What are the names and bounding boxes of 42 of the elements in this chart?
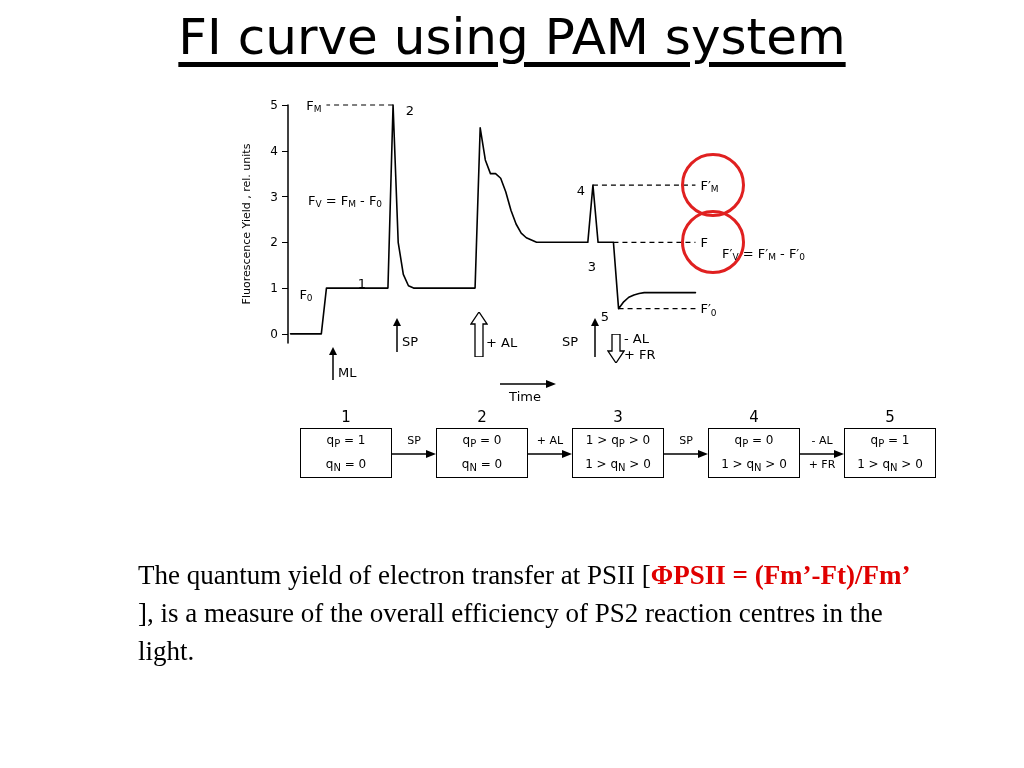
ref-line-label: F	[700, 234, 708, 250]
annotation: SP	[561, 333, 579, 349]
text: ML	[338, 364, 358, 380]
text: The quantum yield of electron transfer at PSII [	[138, 560, 651, 590]
y-tick-label: 1	[270, 281, 278, 296]
text: - AL + FR	[808, 434, 836, 473]
text: q$_{N}$ = 0	[461, 456, 503, 474]
text: 1 > q$_{N}$ > 0	[857, 456, 923, 474]
y-tick-label: 4	[270, 143, 278, 158]
text: ΦPSII = (Fm’-Ft)/Fm’	[650, 560, 911, 590]
annotation: 5	[600, 308, 610, 324]
y-tick-label: 0	[270, 326, 278, 341]
text: Time	[508, 388, 541, 404]
annotation: 4	[576, 182, 586, 198]
y-tick-label: 3	[270, 189, 278, 204]
annotation: 2	[405, 102, 415, 118]
y-axis-title: Fluorescence Yield , rel. units	[240, 143, 253, 305]
text: 1 > q$_{N}$ > 0	[585, 456, 651, 474]
text: 1	[341, 408, 351, 426]
text: ], is a measure of the overall efficiency of PS2 reaction centres in the light.	[138, 598, 883, 666]
text: SP	[679, 434, 693, 449]
chart-title: FI curve using PAM system	[177, 8, 847, 66]
text: q$_{P}$ = 0	[734, 432, 774, 450]
y-tick-label: 5	[270, 98, 278, 112]
text: 5	[885, 408, 895, 426]
annotation: 1	[357, 275, 367, 291]
annotation: SP	[402, 333, 419, 349]
text: 1 > q$_{N}$ > 0	[721, 456, 787, 474]
y-tick-label: 2	[270, 235, 278, 250]
text: + AL	[536, 434, 564, 449]
text: q$_{P}$ = 1	[326, 432, 366, 450]
text: q$_{P}$ = 0	[462, 432, 502, 450]
annotation: + AL	[486, 334, 518, 350]
annotation: - AL + FR	[624, 330, 656, 362]
annotation: 3	[587, 258, 597, 274]
text: SP	[407, 434, 421, 449]
text: 3	[613, 408, 623, 426]
text: 2	[477, 408, 487, 426]
text: q$_{N}$ = 0	[325, 456, 367, 474]
text: 1 > q$_{P}$ > 0	[585, 432, 651, 450]
text: q$_{P}$ = 1	[870, 432, 910, 450]
text: 4	[749, 408, 759, 426]
